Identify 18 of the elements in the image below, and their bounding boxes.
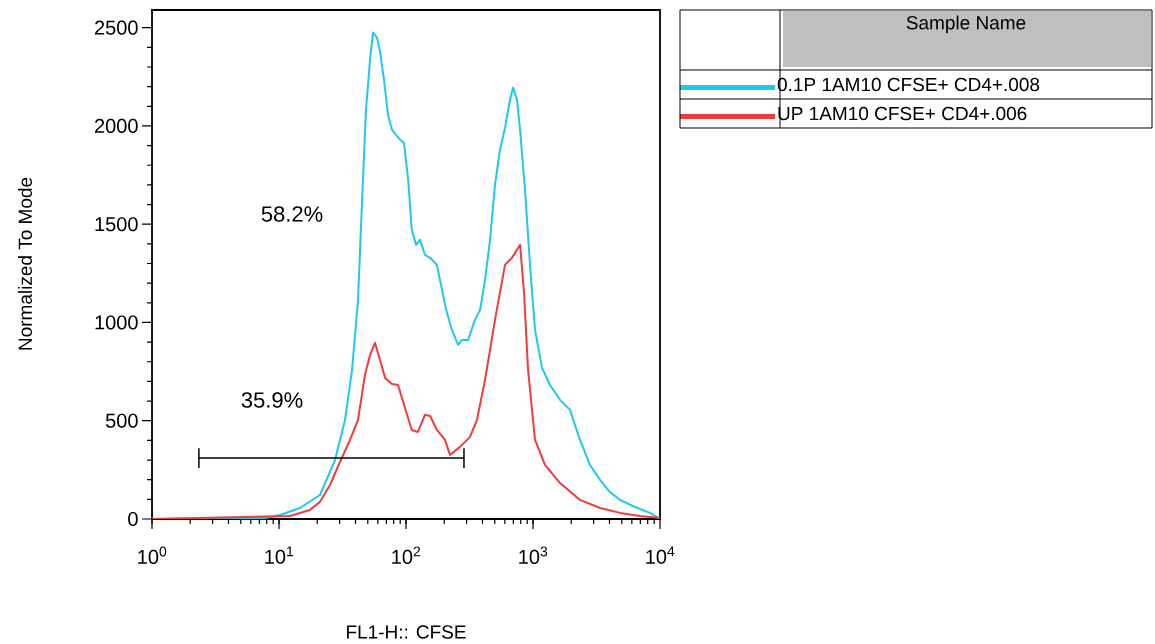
y-tick-label: 500 [105, 413, 138, 428]
y-tick-label: 2500 [95, 20, 138, 35]
x-tick-label: 10$^{1}$ [265, 546, 294, 564]
annotation: 58.2% [261, 206, 323, 222]
x-tick-label: 10$^{4}$ [646, 546, 675, 564]
legend-label: 0.1P 1AM10 CFSE+ CD4+.008 [777, 77, 1040, 92]
legend-label: UP 1AM10 CFSE+ CD4+.006 [778, 106, 1027, 121]
y-axis-title: Normalized To Mode [18, 177, 32, 350]
x-tick-label: 10$^{3}$ [519, 546, 548, 565]
y-tick-label: 1500 [95, 217, 138, 232]
y-tick-label: 2000 [95, 118, 138, 134]
legend-title: Sample Name [906, 15, 1026, 34]
y-tick-label: 0 [128, 511, 138, 527]
x-tick-label: 10$^{0}$ [138, 546, 167, 565]
x-axis-title: FL1-H:: CFSE [347, 625, 466, 639]
x-tick-label: 10$^{2}$ [392, 546, 421, 565]
annotation: 35.9% [241, 392, 303, 408]
y-tick-label: 1000 [95, 315, 138, 330]
